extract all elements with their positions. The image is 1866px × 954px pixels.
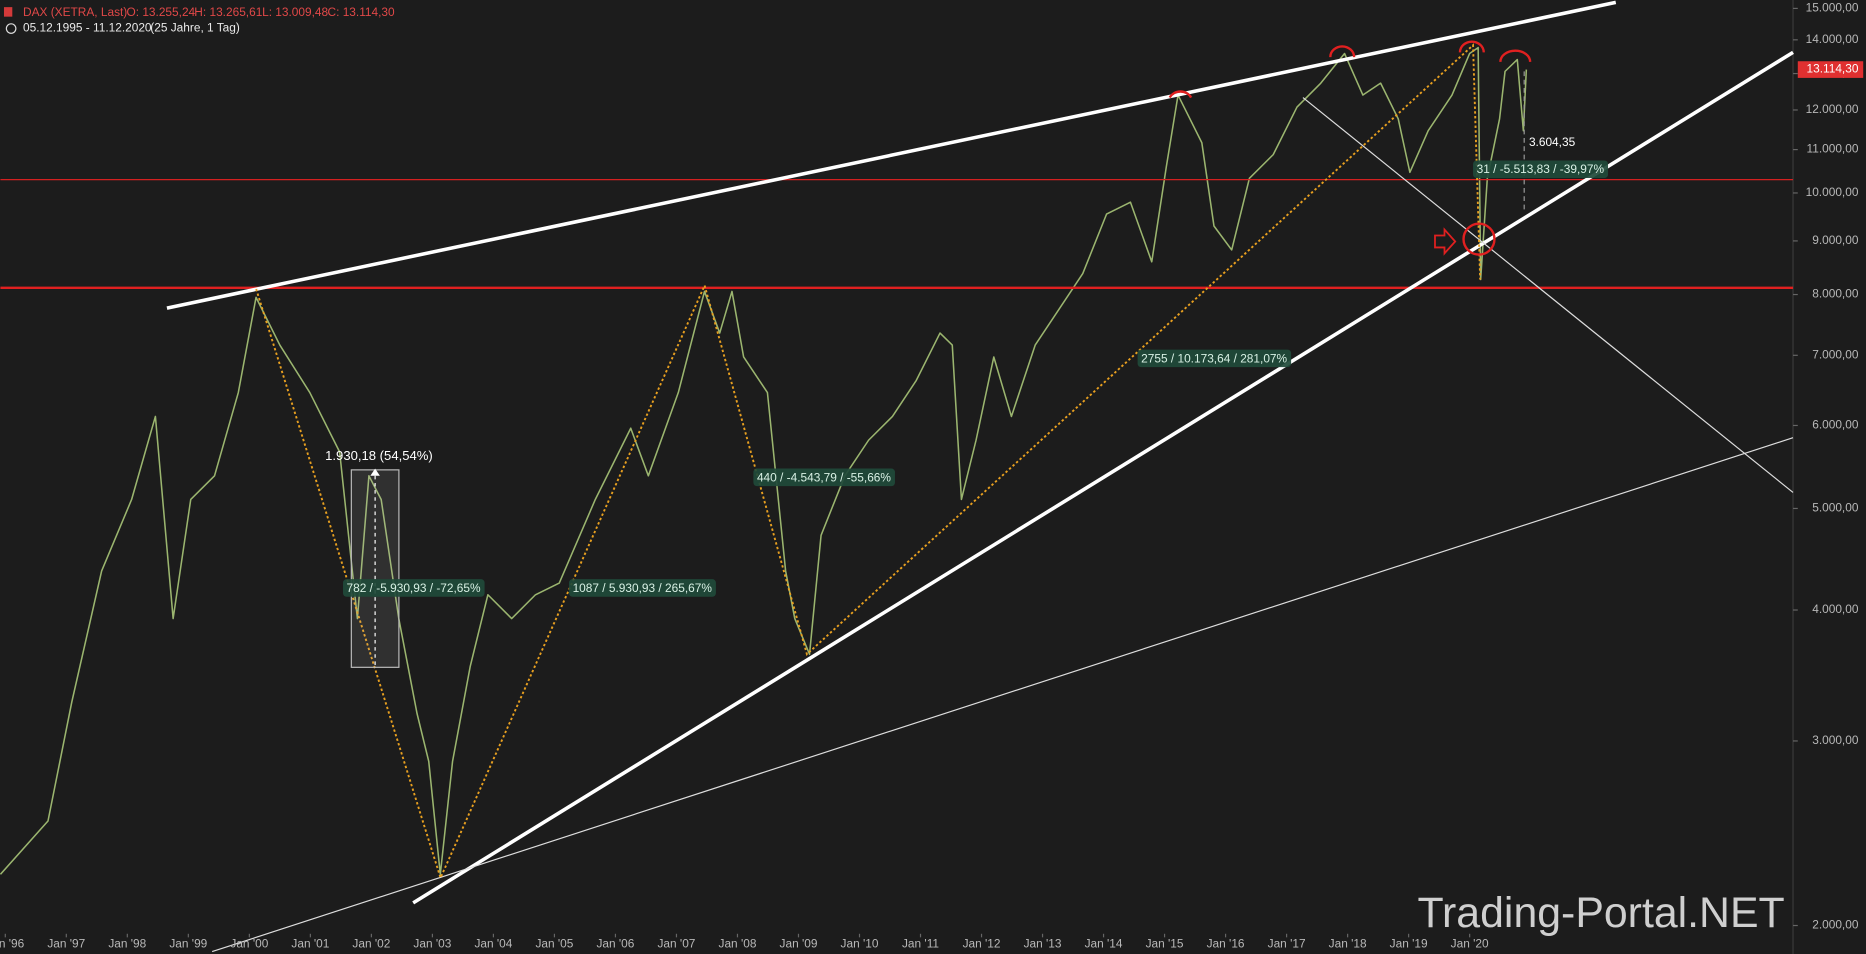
peak-marker	[1499, 49, 1532, 62]
x-tick-label: Jan '96	[0, 937, 25, 951]
y-tick-label: 10.000,00	[1806, 185, 1859, 199]
x-tick-label: Jan '01	[291, 937, 329, 951]
annotation: 440 / -4.543,79 / -55,66%	[757, 470, 891, 484]
x-tick-label: Jan '20	[1451, 937, 1489, 951]
x-tick-label: Jan '97	[47, 937, 85, 951]
watermark: Trading-Portal.NET	[1417, 889, 1784, 937]
x-tick-label: Jan '08	[719, 937, 757, 951]
y-tick-label: 9.000,00	[1812, 233, 1859, 247]
thin-trendline	[211, 437, 1794, 953]
ohlc: L: 13.009,48	[262, 5, 328, 19]
x-tick-label: Jan '09	[780, 937, 818, 951]
ohlc: H: 13.265,61	[194, 5, 262, 19]
annotation-box	[1137, 349, 1292, 368]
x-tick-label: Jan '16	[1207, 937, 1245, 951]
x-tick-label: Jan '13	[1024, 937, 1062, 951]
x-tick-label: Jan '04	[474, 937, 512, 951]
x-tick-label: Jan '12	[963, 937, 1001, 951]
y-tick-label: 6.000,00	[1812, 418, 1859, 432]
annotation-box	[753, 468, 895, 487]
y-tick-label: 14.000,00	[1806, 32, 1859, 46]
symbol: DAX (XETRA, Last)	[23, 5, 127, 19]
y-tick-label: 5.000,00	[1812, 501, 1859, 515]
y-tick-label: 8.000,00	[1812, 287, 1859, 301]
x-tick-label: Jan '06	[596, 937, 634, 951]
peak-marker	[1168, 90, 1193, 99]
x-tick-label: Jan '15	[1146, 937, 1184, 951]
span: (25 Jahre, 1 Tag)	[150, 21, 240, 35]
arrow-marker	[1434, 227, 1457, 256]
y-tick-label: 12.000,00	[1806, 102, 1859, 116]
peak-marker	[1329, 45, 1356, 58]
measure-arrow	[370, 468, 380, 476]
ohlc: O: 13.255,24	[127, 5, 196, 19]
x-tick-label: Jan '99	[169, 937, 207, 951]
x-tick-label: Jan '11	[902, 937, 939, 951]
annotation-box	[342, 579, 485, 597]
period: 05.12.1995 - 11.12.2020	[23, 21, 152, 35]
annotation: 782 / -5.930,93 / -72,65%	[347, 581, 481, 595]
x-tick-label: Jan '98	[108, 937, 146, 951]
x-tick-label: Jan '17	[1268, 937, 1306, 951]
ohlc: C: 13.114,30	[328, 5, 396, 19]
y-tick-label: 4.000,00	[1812, 602, 1859, 616]
annotation-box	[569, 579, 716, 597]
annotation: 1087 / 5.930,93 / 265,67%	[573, 581, 713, 595]
x-tick-label: Jan '14	[1085, 937, 1123, 951]
annotation: 3.604,35	[1529, 135, 1576, 149]
x-tick-label: Jan '00	[230, 937, 268, 951]
falling-trendline	[1302, 97, 1794, 493]
last-price-box	[1797, 61, 1864, 78]
y-tick-label: 15.000,00	[1806, 1, 1859, 15]
upper-trendline	[166, 0, 1617, 310]
x-tick-label: Jan '03	[413, 937, 451, 951]
last-price-label: 13.114,30	[1806, 62, 1858, 76]
x-tick-label: Jan '02	[352, 937, 390, 951]
annotation: 2755 / 10.173,64 / 281,07%	[1141, 351, 1287, 365]
y-tick-label: 2.000,00	[1812, 918, 1859, 932]
x-tick-label: Jan '18	[1329, 937, 1367, 951]
header: DAX (XETRA, Last) O: 13.255,24 H: 13.265…	[3, 5, 396, 35]
x-tick-label: Jan '07	[657, 937, 695, 951]
x-tick-label: Jan '10	[841, 937, 879, 951]
clock-icon	[5, 23, 17, 34]
symbol-icon	[3, 7, 13, 17]
y-tick-label: 3.000,00	[1812, 733, 1859, 747]
lower-trendline	[412, 50, 1794, 905]
x-tick-label: Jan '19	[1390, 937, 1428, 951]
peak-marker	[1458, 40, 1485, 53]
annotation-box	[1473, 160, 1609, 179]
cross-marker	[1462, 222, 1496, 256]
y-tick-label: 7.000,00	[1812, 347, 1859, 361]
annotation: 31 / -5.513,83 / -39,97%	[1477, 162, 1605, 176]
y-tick-label: 11.000,00	[1806, 142, 1858, 156]
x-tick-label: Jan '05	[535, 937, 573, 951]
annotation: 1.930,18 (54,54%)	[325, 448, 433, 463]
